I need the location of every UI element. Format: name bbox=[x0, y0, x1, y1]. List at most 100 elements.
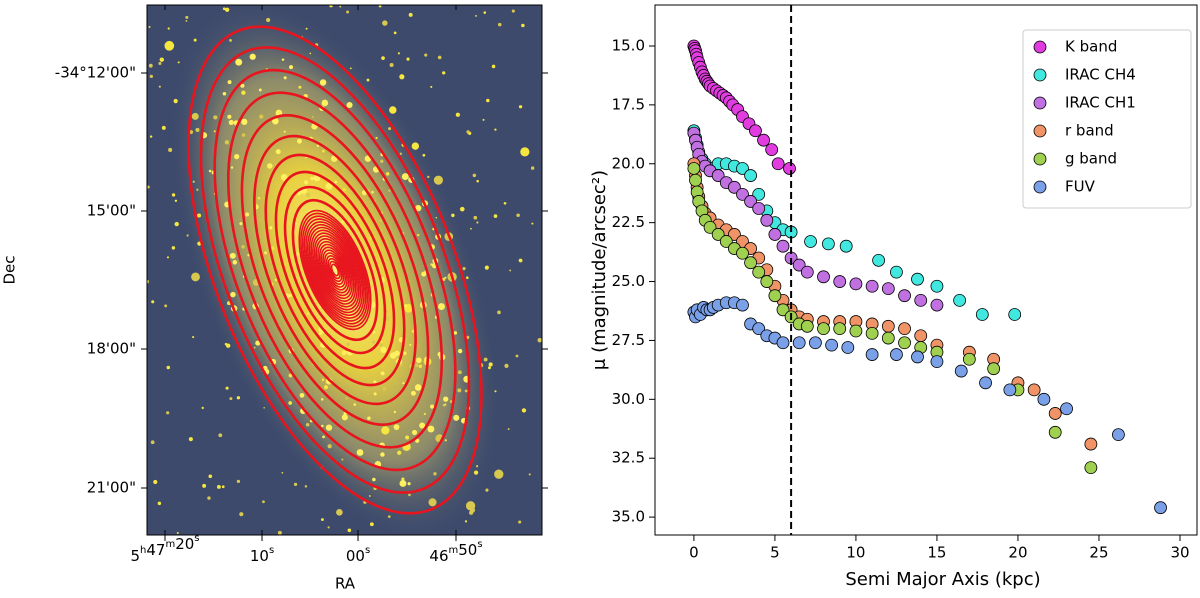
data-point bbox=[881, 331, 895, 345]
knot bbox=[229, 252, 236, 259]
isophote bbox=[306, 223, 364, 317]
data-point bbox=[687, 162, 701, 175]
knot bbox=[401, 173, 409, 181]
data-point bbox=[1048, 425, 1062, 439]
star bbox=[305, 27, 308, 30]
star bbox=[323, 385, 329, 390]
star bbox=[444, 439, 447, 442]
star bbox=[174, 199, 178, 203]
knot bbox=[227, 114, 232, 119]
star bbox=[281, 471, 284, 474]
isophote bbox=[317, 240, 353, 300]
star bbox=[191, 112, 199, 120]
isophote bbox=[318, 243, 352, 297]
star bbox=[327, 444, 332, 449]
data-point bbox=[776, 303, 790, 317]
star bbox=[177, 61, 180, 64]
knot bbox=[258, 88, 262, 92]
knot bbox=[234, 153, 240, 160]
star bbox=[346, 342, 350, 347]
knot bbox=[427, 425, 435, 433]
star bbox=[380, 159, 384, 163]
star bbox=[399, 152, 402, 155]
star bbox=[476, 179, 479, 183]
isophote bbox=[329, 260, 341, 280]
isophote bbox=[213, 68, 457, 472]
star bbox=[239, 512, 244, 517]
star bbox=[379, 219, 383, 222]
star bbox=[369, 374, 372, 377]
star bbox=[236, 396, 241, 400]
star bbox=[509, 269, 512, 272]
star bbox=[379, 343, 383, 347]
isophote bbox=[322, 249, 348, 291]
isophote bbox=[305, 221, 365, 319]
tick-label-number: 47 bbox=[146, 541, 165, 559]
star bbox=[357, 220, 360, 223]
star bbox=[466, 130, 470, 134]
knot bbox=[283, 130, 286, 133]
data-point bbox=[839, 239, 853, 253]
star bbox=[236, 479, 241, 484]
data-point bbox=[1003, 383, 1017, 397]
knot bbox=[444, 276, 447, 279]
star bbox=[528, 473, 531, 476]
data-point bbox=[1154, 501, 1167, 515]
knot bbox=[296, 138, 302, 144]
x-tick-label: 15 bbox=[927, 544, 946, 562]
star bbox=[195, 127, 200, 133]
star bbox=[164, 40, 175, 51]
star bbox=[428, 498, 437, 507]
star bbox=[385, 316, 390, 322]
data-point bbox=[898, 289, 911, 303]
star bbox=[262, 500, 265, 504]
knot bbox=[367, 416, 371, 420]
knot bbox=[402, 381, 405, 385]
knot bbox=[372, 330, 376, 334]
star bbox=[518, 258, 523, 263]
star bbox=[192, 336, 195, 339]
star bbox=[442, 277, 446, 281]
data-point bbox=[744, 195, 757, 208]
data-point bbox=[736, 246, 749, 260]
star bbox=[224, 7, 230, 12]
star bbox=[466, 276, 469, 280]
star bbox=[347, 528, 352, 533]
star bbox=[253, 346, 256, 349]
data-point bbox=[841, 341, 855, 354]
star bbox=[457, 370, 462, 375]
star bbox=[531, 222, 534, 225]
data-point bbox=[930, 298, 944, 312]
star bbox=[442, 71, 446, 75]
star bbox=[382, 386, 387, 391]
star bbox=[397, 450, 402, 455]
data-point bbox=[792, 258, 806, 272]
star bbox=[393, 31, 397, 35]
star bbox=[507, 428, 510, 431]
data-point bbox=[1112, 428, 1125, 442]
knot bbox=[416, 357, 422, 364]
star bbox=[427, 175, 430, 179]
knot bbox=[341, 220, 345, 224]
x-tick-label: 5h47m20s bbox=[130, 533, 199, 565]
star bbox=[288, 401, 293, 405]
star bbox=[464, 389, 468, 393]
x-tick-label: 10s bbox=[250, 545, 274, 565]
star bbox=[265, 17, 271, 23]
star bbox=[229, 397, 233, 401]
star bbox=[188, 437, 193, 442]
isophote bbox=[300, 212, 370, 328]
star bbox=[497, 310, 501, 315]
data-point bbox=[849, 324, 863, 338]
star bbox=[493, 214, 498, 218]
isophote bbox=[310, 229, 360, 311]
data-point bbox=[757, 133, 770, 147]
data-point bbox=[865, 326, 879, 340]
star bbox=[422, 153, 426, 157]
star bbox=[327, 526, 330, 529]
star bbox=[263, 406, 265, 409]
star bbox=[150, 440, 155, 445]
star bbox=[518, 105, 523, 109]
data-point bbox=[881, 282, 895, 296]
